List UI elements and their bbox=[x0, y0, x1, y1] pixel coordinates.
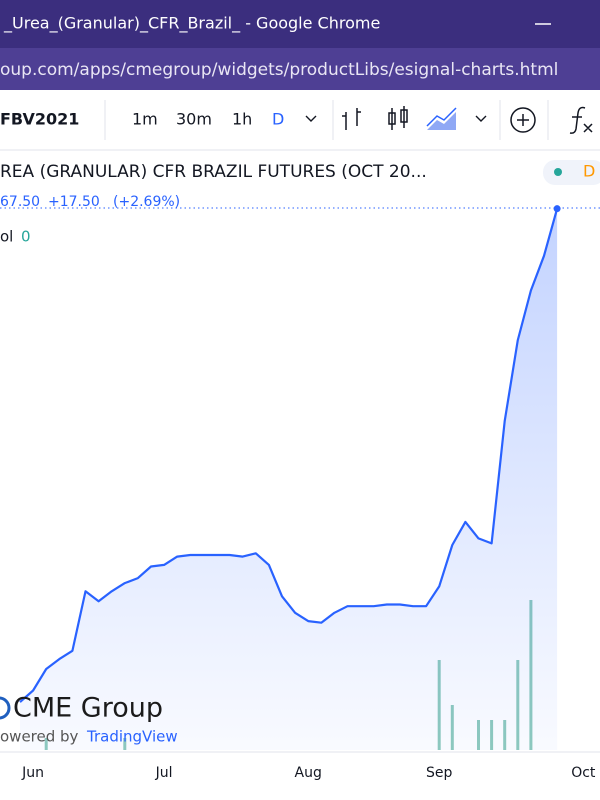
interval-button[interactable]: 30m bbox=[176, 110, 212, 129]
powered-by: owered by bbox=[0, 728, 79, 746]
title-bar bbox=[0, 0, 600, 48]
provider-link[interactable]: TradingView bbox=[86, 728, 178, 746]
interval-button[interactable]: D bbox=[272, 110, 284, 129]
x-tick-label: Aug bbox=[295, 765, 322, 781]
symbol[interactable]: FBV2021 bbox=[0, 110, 79, 129]
interval-badge: D bbox=[583, 162, 595, 181]
price-change: +17.50 bbox=[48, 194, 100, 210]
status-badge bbox=[543, 160, 600, 185]
x-tick-label: Jun bbox=[21, 765, 44, 781]
candles-icon[interactable] bbox=[388, 106, 408, 130]
status-dot bbox=[554, 168, 562, 176]
area-icon[interactable] bbox=[426, 107, 457, 130]
cme-logo-mark bbox=[0, 696, 11, 720]
x-tick-label: Sep bbox=[426, 765, 453, 781]
cme-logo[interactable]: CME Group bbox=[0, 693, 163, 724]
compare-icon[interactable] bbox=[510, 107, 536, 133]
volume-value: 0 bbox=[21, 228, 31, 246]
url[interactable]: oup.com/apps/cmegroup/widgets/productLib… bbox=[0, 60, 558, 80]
window-title: _Urea_(Granular)_CFR_Brazil_ - Google Ch… bbox=[3, 14, 380, 34]
volume-label: ol bbox=[0, 228, 13, 246]
last-price: 67.50 bbox=[0, 194, 40, 210]
cme-logo-text: CME Group bbox=[13, 693, 163, 724]
chart-type-dropdown[interactable] bbox=[475, 115, 487, 122]
interval-button[interactable]: 1h bbox=[232, 110, 252, 129]
plot bbox=[19, 205, 561, 750]
price-line bbox=[19, 208, 559, 703]
price-change-pct: (+2.69%) bbox=[113, 194, 180, 210]
bars-icon[interactable] bbox=[342, 108, 361, 130]
x-tick-label: Jul bbox=[155, 765, 173, 781]
legend-title: REA (GRANULAR) CFR BRAZIL FUTURES (OCT 2… bbox=[0, 162, 427, 182]
last-point bbox=[553, 205, 561, 213]
toolbar bbox=[0, 90, 600, 150]
x-tick-label: Oct bbox=[571, 765, 596, 781]
price-area bbox=[20, 208, 558, 750]
indicators-icon[interactable] bbox=[569, 106, 593, 134]
interval-button[interactable]: 1m bbox=[132, 110, 158, 129]
address-bar bbox=[0, 48, 600, 90]
interval-dropdown[interactable] bbox=[305, 115, 317, 122]
